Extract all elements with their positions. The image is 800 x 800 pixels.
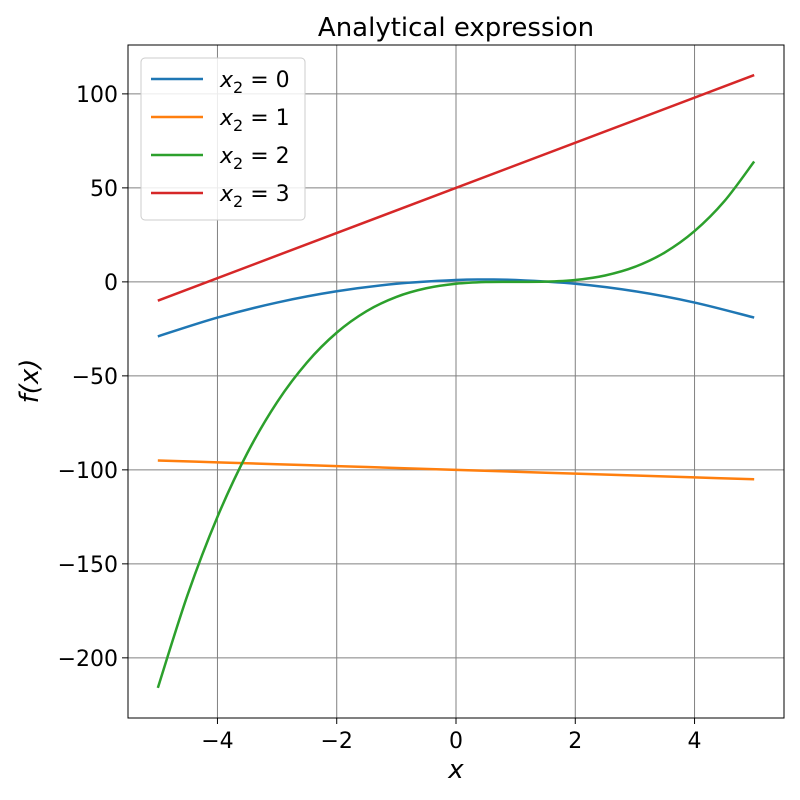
plot-series <box>156 73 756 689</box>
legend-equals: = <box>243 182 275 207</box>
series-line-0 <box>157 278 755 338</box>
series-line-1 <box>157 459 755 481</box>
chart-title: Analytical expression <box>318 13 594 43</box>
legend-subscript: 2 <box>233 116 243 135</box>
x-axis-ticks: −4 −2 0 2 4 <box>201 718 702 754</box>
x-tick-label: −4 <box>201 729 233 754</box>
x-tick-label: 4 <box>688 729 702 754</box>
y-axis-label: f(x) <box>15 359 45 404</box>
legend-equals: = <box>243 144 275 169</box>
legend-var: x <box>219 68 234 93</box>
x-axis-label: x <box>447 755 464 785</box>
x-tick-label: 2 <box>568 729 582 754</box>
legend-label-3: x2 = 3 <box>219 182 290 211</box>
y-tick-label: −150 <box>58 553 118 578</box>
legend-equals: = <box>243 106 275 131</box>
y-tick-label: 50 <box>90 177 118 202</box>
series-line-2 <box>156 160 756 689</box>
legend-equals: = <box>243 68 275 93</box>
y-axis-ticks: −200 −150 −100 −50 0 50 100 <box>58 83 128 672</box>
legend-value: 2 <box>276 144 290 169</box>
legend-label-2: x2 = 2 <box>219 144 290 173</box>
legend-var: x <box>219 106 234 131</box>
legend-label-1: x2 = 1 <box>219 106 290 135</box>
x-tick-label: 0 <box>449 729 463 754</box>
legend-var: x <box>219 144 234 169</box>
legend-subscript: 2 <box>233 154 243 173</box>
legend: x2 = 0x2 = 1x2 = 2x2 = 3 <box>140 57 306 221</box>
legend-value: 3 <box>276 182 290 207</box>
legend-subscript: 2 <box>233 192 243 211</box>
y-tick-label: 0 <box>104 271 118 296</box>
y-tick-label: −100 <box>58 459 118 484</box>
legend-value: 0 <box>276 68 290 93</box>
legend-box <box>140 57 306 221</box>
y-tick-label: −50 <box>72 365 118 390</box>
y-tick-label: −200 <box>58 647 118 672</box>
y-tick-label: 100 <box>76 83 118 108</box>
series-line-3 <box>157 73 755 302</box>
legend-subscript: 2 <box>233 78 243 97</box>
x-tick-label: −2 <box>321 729 353 754</box>
legend-label-0: x2 = 0 <box>219 68 290 97</box>
legend-var: x <box>219 182 234 207</box>
legend-value: 1 <box>276 106 290 131</box>
